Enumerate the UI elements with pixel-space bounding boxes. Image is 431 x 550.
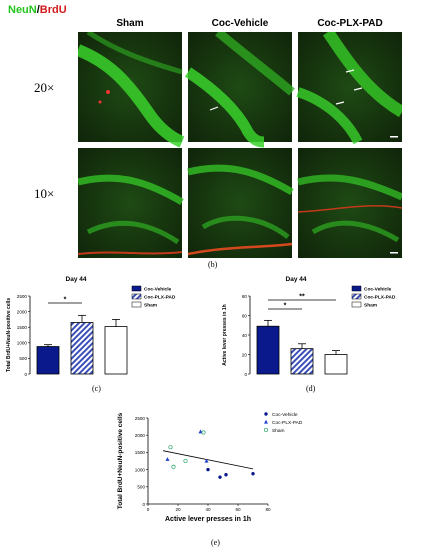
significance-label: * xyxy=(64,297,67,304)
y-tick-label: 1000 xyxy=(17,341,28,346)
y-tick-label: 2000 xyxy=(17,309,28,314)
legend-label: Coc-PLX-PAD xyxy=(364,295,396,301)
y-tick-label: 0 xyxy=(244,372,247,377)
legend-label: Coc-PLX-PAD xyxy=(144,295,176,301)
bar-coc-vehicle xyxy=(36,346,60,375)
legend-label: Sham xyxy=(272,428,285,434)
panel-letter-d: (d) xyxy=(306,384,316,393)
point-sham-2 xyxy=(183,458,188,464)
y-tick-label: 1000 xyxy=(135,467,146,472)
stain-label-neun: NeuN xyxy=(8,4,37,16)
y-tick-label: 20 xyxy=(242,352,248,357)
legend-label: Coc-Vehicle xyxy=(144,287,172,293)
chart-c: Day 44 0 500 1000 1500 2000 2500 Total BrdU+Neu… xyxy=(6,276,176,377)
panel-letter-c: (c) xyxy=(92,384,101,393)
y-axis-label: Total BrdU+NeuN-positive cells xyxy=(6,298,12,372)
y-tick-label: 500 xyxy=(137,485,145,490)
y-tick-label: 2000 xyxy=(135,433,146,438)
y-tick-label: 2500 xyxy=(135,416,146,421)
row-label-20x: 20× xyxy=(34,80,55,95)
x-tick-label: 40 xyxy=(205,507,211,512)
bar-coc-plx-pad xyxy=(70,322,94,375)
legend-marker-coc-plx-pad xyxy=(264,419,268,424)
y-tick-label: 80 xyxy=(242,294,248,299)
legend-marker-coc-vehicle xyxy=(264,412,268,416)
legend-swatch xyxy=(351,301,362,308)
chart-d: Day 44 0 20 40 60 80 Active lever presses in 1… xyxy=(222,276,396,377)
y-tick-label: 2500 xyxy=(17,294,28,299)
stain-label-sep: / xyxy=(36,4,40,16)
legend-label: Sham xyxy=(144,303,157,309)
legend-swatch xyxy=(131,301,142,308)
y-axis-label: Total BrdU+NeuN-positive cells xyxy=(117,412,124,509)
point-sham-1 xyxy=(171,464,176,469)
micrograph-sham-10x xyxy=(78,148,184,258)
significance-label: ** xyxy=(299,294,305,301)
panel-letter-e: (e) xyxy=(211,538,220,547)
x-tick-label: 20 xyxy=(175,507,181,512)
point-coc-vehicle-2 xyxy=(224,473,228,477)
legend-swatch xyxy=(351,293,362,300)
legend-label: Coc-Vehicle xyxy=(364,287,392,293)
trendline xyxy=(162,450,254,470)
micrograph-grid xyxy=(78,32,402,258)
legend-label: Sham xyxy=(364,303,377,309)
micrograph-coc-plx-pad-20x xyxy=(296,32,402,145)
legend-label: Coc-PLX-PAD xyxy=(272,420,303,426)
column-label-coc-plx-pad: Coc-PLX-PAD xyxy=(317,18,383,29)
x-tick-label: 80 xyxy=(265,507,271,512)
legend-swatch xyxy=(351,285,362,292)
chart-title: Day 44 xyxy=(66,276,87,283)
point-sham-3 xyxy=(201,430,206,435)
chart-e: 0 20 40 60 80 0 500 1000 1500 2000 2500 Active leve… xyxy=(117,412,303,523)
column-label-sham: Sham xyxy=(116,18,144,29)
point-coc-vehicle-1 xyxy=(218,475,222,479)
legend-swatch xyxy=(131,285,142,292)
y-tick-label: 1500 xyxy=(17,325,28,330)
stain-label-brdu: BrdU xyxy=(39,4,67,16)
y-tick-label: 0 xyxy=(24,372,27,377)
x-axis-label: Active lever presses in 1h xyxy=(165,516,251,523)
bar-coc-vehicle xyxy=(256,325,280,375)
micrograph-coc-vehicle-10x xyxy=(187,148,294,258)
legend-label: Coc-Vehicle xyxy=(272,412,298,418)
x-tick-label: 60 xyxy=(235,507,241,512)
micrograph-sham-20x xyxy=(78,32,185,148)
micrograph-coc-plx-pad-10x xyxy=(297,148,402,258)
y-tick-label: 1500 xyxy=(135,450,146,455)
stain-label: NeuN/BrdU xyxy=(8,4,88,16)
y-axis-label: Active lever presses in 1h xyxy=(222,304,228,365)
panel-letter-b: (b) xyxy=(208,260,218,269)
row-label-10x: 10× xyxy=(34,186,55,201)
point-coc-vehicle-0 xyxy=(206,467,210,472)
scale-bar xyxy=(390,252,398,254)
y-tick-label: 60 xyxy=(242,313,248,318)
legend-marker-sham xyxy=(263,427,269,433)
significance-label: * xyxy=(284,303,287,310)
scale-bar xyxy=(390,136,398,138)
x-tick-label: 0 xyxy=(147,507,150,512)
y-tick-label: 40 xyxy=(242,333,248,338)
chart-title: Day 44 xyxy=(286,276,307,283)
bar-sham xyxy=(324,354,348,375)
bar-coc-plx-pad xyxy=(290,348,314,375)
point-sham-0 xyxy=(168,445,173,450)
point-coc-vehicle-3 xyxy=(251,472,255,476)
bar-sham xyxy=(104,326,128,375)
column-label-coc-vehicle: Coc-Vehicle xyxy=(211,18,269,29)
y-tick-label: 0 xyxy=(142,502,145,507)
y-tick-label: 500 xyxy=(19,356,27,361)
legend-swatch xyxy=(131,293,142,300)
micrograph-coc-vehicle-20x xyxy=(184,32,295,148)
point-coc-plx-pad-0 xyxy=(165,457,170,461)
point-coc-plx-pad-2 xyxy=(204,458,209,463)
